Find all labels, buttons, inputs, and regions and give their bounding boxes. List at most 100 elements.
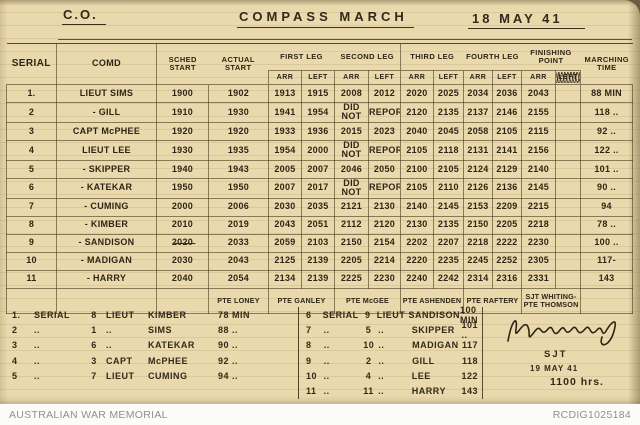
result-rank: LIEUT [106, 309, 135, 320]
sched-start-cell: 2010 [156, 215, 209, 235]
result-time: 90 .. [218, 340, 239, 351]
col-header-third-leg: THIRD LEG [399, 43, 464, 71]
actual-start-cell: 1943 [208, 159, 269, 179]
leg1-arr-cell: 2007 [268, 177, 302, 199]
leg4-left-cell: 2036 [492, 84, 523, 103]
leg3-arr-cell: 2040 [400, 121, 434, 141]
signoff-time: 1100 hrs. [550, 376, 604, 388]
col-header-finishing-point: FINISHING POINT [521, 43, 581, 71]
result-name: HARRY [411, 386, 446, 397]
leg1-arr-cell: 1941 [268, 102, 302, 123]
leg2-left-cell: REPORT [368, 139, 401, 161]
col-header-actual-start: ACTUAL START [208, 43, 269, 85]
leg2-arr-cell: 2046 [334, 159, 369, 179]
sched-start-cell: 1920 [156, 121, 209, 141]
staff-fourth-leg: PTE RAFTERY [463, 287, 523, 314]
result-serial-word: .. [323, 324, 330, 335]
result-serial-number: 6 [91, 340, 97, 351]
result-time: 122 [461, 370, 478, 381]
result-rank: LIEUT [106, 370, 135, 381]
table-row: 1. LIEUT SIMS 1900 1902 1913 1915 2008 2… [6, 84, 634, 103]
page-title: COMPASS MARCH [237, 9, 414, 28]
comd-cell: - KIMBER [56, 215, 157, 235]
leg3-arr-cell: 2140 [400, 197, 434, 217]
leg1-arr-cell: 1933 [268, 121, 302, 141]
staff-actual-start: PTE LONEY [208, 287, 269, 314]
subheader-left: LEFT [492, 70, 523, 85]
leg4-arr-cell: 2034 [463, 84, 494, 103]
sched-start-cell: 2040 [156, 269, 209, 289]
comd-cell: - CUMING [56, 197, 157, 217]
actual-start-cell: 1902 [208, 84, 269, 103]
serial-cell: 7 [6, 197, 57, 217]
col-header-sched-start: SCHED START [156, 43, 209, 85]
leg4-left-cell: 2136 [492, 177, 523, 199]
sched-start-cell: 2̶0̶2̶0̶ [156, 233, 209, 253]
leg2-arr-cell: 2121 [334, 197, 369, 217]
finish-left-cell [555, 215, 582, 235]
finish-arr-cell: 2331 [521, 269, 557, 289]
result-row: 5 .. 7 LIEUT CUMING 94 .. [12, 368, 290, 383]
leg3-arr-cell: 2020 [400, 84, 434, 103]
result-serial-word: .. [34, 355, 41, 366]
marching-time-cell: 143 [580, 269, 634, 289]
subheader-left: LEFT [301, 70, 335, 85]
table-row: 6 - KATEKAR 1950 1950 2007 2017 DID NOT … [6, 177, 634, 199]
marching-time-cell: 78 .. [580, 215, 634, 235]
leg3-left-cell: 2135 [432, 102, 465, 123]
col-header-serial: SERIAL [6, 43, 57, 85]
marching-time-cell: 117- [580, 251, 634, 271]
sched-start-cell: 1910 [156, 102, 209, 123]
leg4-arr-cell: 2137 [463, 102, 494, 123]
subheader-arr: ARR [268, 70, 302, 85]
leg3-left-cell: 2110 [432, 177, 465, 199]
result-row: 9 .. 2 .. GILL 118 [306, 353, 478, 368]
leg2-left-cell: REPORT [368, 177, 401, 199]
table-row: 9 - SANDISON 2̶0̶2̶0̶ 2033 2059 2103 215… [6, 233, 634, 253]
result-name: CUMING [148, 370, 188, 381]
result-rank: .. [378, 355, 385, 366]
leg2-left-cell: 2120 [368, 215, 401, 235]
serial-cell: 2 [6, 102, 57, 123]
table-header-row: SERIAL COMD SCHED START ACTUAL START FIR… [6, 43, 633, 85]
leg4-arr-cell: 2058 [463, 121, 494, 141]
checkpoint-staff-row: PTE LONEY PTE GANLEY PTE McGEE PTE ASHEN… [6, 287, 634, 314]
serial-cell: 8 [6, 215, 57, 235]
scribble-mark: LEFT [556, 71, 580, 84]
leg3-arr-cell: 2202 [400, 233, 434, 253]
marching-time-cell: 101 .. [580, 159, 634, 179]
leg3-left-cell: 2145 [432, 197, 465, 217]
comd-cell: - KATEKAR [56, 177, 157, 199]
leg3-left-cell: 2118 [432, 139, 465, 161]
subheader-left: LEFT [432, 70, 465, 85]
finish-arr-cell: 2145 [521, 177, 557, 199]
marching-time-cell: 92 .. [580, 121, 634, 141]
subheader-arr: ARR [334, 70, 369, 85]
table-row: 2 - GILL 1910 1930 1941 1954 DID NOT REP… [6, 102, 634, 123]
result-row: 10 .. 4 .. LEE 122 [306, 368, 478, 383]
finish-left-cell [555, 121, 582, 141]
leg3-arr-cell: 2220 [400, 251, 434, 271]
result-position: 3 [12, 340, 18, 351]
result-name: KATEKAR [148, 340, 195, 351]
actual-start-cell: 1950 [208, 177, 269, 199]
leg1-arr-cell: 2134 [268, 269, 302, 289]
leg3-left-cell: 2235 [432, 251, 465, 271]
empty-cell [580, 287, 634, 314]
result-position: 10 [306, 370, 318, 381]
result-row: 7 .. 5 .. SKIPPER 101 .. [306, 320, 478, 340]
leg2-arr-cell: DID NOT [334, 102, 369, 123]
table-row: 3 CAPT McPHEE 1920 1920 1933 1936 2015 2… [6, 121, 634, 141]
result-serial-word: .. [34, 324, 41, 335]
result-serial-number: 3 [91, 355, 97, 366]
actual-start-cell: 2054 [208, 269, 269, 289]
serial-cell: 9 [6, 233, 57, 253]
result-row: 4 .. 3 CAPT McPHEE 92 .. [12, 353, 290, 368]
signoff-date: 19 MAY 41 [530, 364, 579, 373]
leg1-left-cell: 1936 [301, 121, 335, 141]
serial-cell: 10 [6, 251, 57, 271]
finish-arr-cell: 2156 [521, 139, 557, 161]
table-row: 10 - MADIGAN 2030 2043 2125 2139 2205 22… [6, 251, 634, 271]
result-position: 9 [306, 355, 312, 366]
result-rank: .. [378, 324, 385, 335]
